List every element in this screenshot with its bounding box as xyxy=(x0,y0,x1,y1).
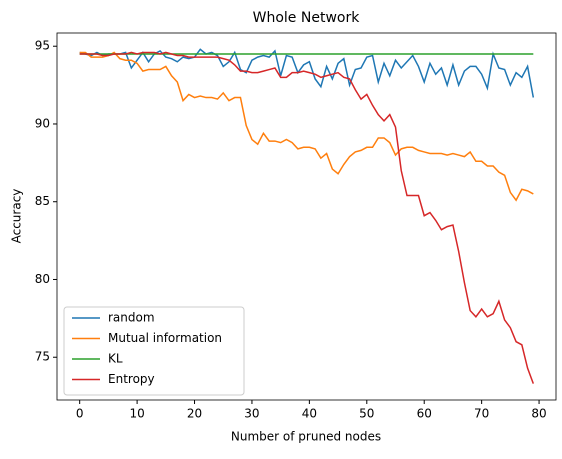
plot-frame xyxy=(56,32,557,401)
legend-box xyxy=(63,306,245,396)
x-tick-label: 30 xyxy=(244,407,259,421)
chart-title: Whole Network xyxy=(253,10,361,26)
y-tick-label: 75 xyxy=(35,350,50,364)
x-tick-label: 60 xyxy=(417,407,432,421)
x-tick-label: 20 xyxy=(187,407,202,421)
y-tick-label: 90 xyxy=(35,116,50,130)
legend-label: Mutual information xyxy=(108,331,222,345)
series-line xyxy=(79,51,535,384)
y-tick-label: 80 xyxy=(35,272,50,286)
y-axis-label: Accuracy xyxy=(10,189,24,244)
legend-label: KL xyxy=(108,352,123,366)
legend-label: Entropy xyxy=(108,372,155,386)
x-tick-label: 50 xyxy=(359,407,374,421)
series-line xyxy=(79,48,535,98)
y-tick-label: 95 xyxy=(35,39,50,53)
x-tick-label: 70 xyxy=(474,407,489,421)
x-tick-label: 80 xyxy=(531,407,546,421)
x-axis-label: Number of pruned nodes xyxy=(231,430,381,444)
series-line xyxy=(79,51,534,202)
legend-label: random xyxy=(108,311,155,325)
x-tick-label: 0 xyxy=(76,407,84,421)
y-tick-label: 85 xyxy=(35,194,50,208)
x-tick-label: 10 xyxy=(129,407,144,421)
x-tick-label: 40 xyxy=(302,407,317,421)
